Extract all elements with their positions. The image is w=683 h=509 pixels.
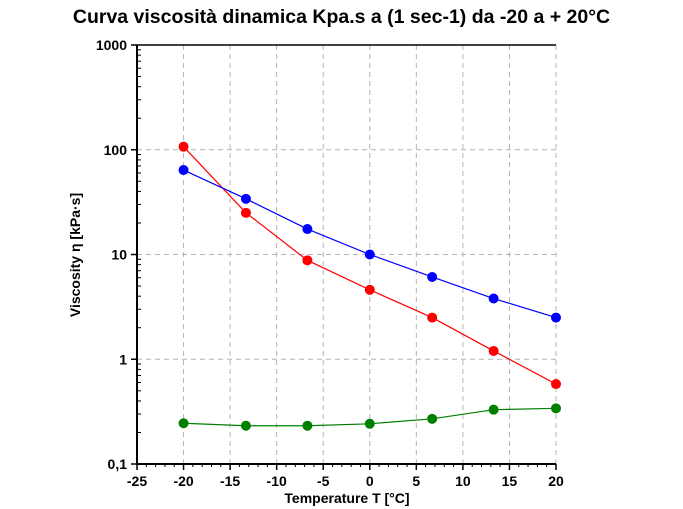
series-0-point (427, 312, 438, 323)
y-tick-label: 0,1 (108, 456, 128, 472)
series-0-point (551, 379, 561, 390)
y-tick-label: 10 (111, 247, 127, 263)
x-tick-label: -20 (173, 473, 193, 489)
series-1-point (240, 193, 251, 204)
x-tick-label: 0 (366, 473, 374, 489)
x-tick-label: 10 (455, 473, 471, 489)
series-1-point (488, 293, 499, 304)
y-tick-label: 100 (104, 142, 128, 158)
series-2-point (488, 404, 499, 415)
x-axis-label: Temperature T [°C] (284, 490, 409, 506)
x-tick-label: -10 (267, 473, 287, 489)
chart-title: Curva viscosità dinamica Kpa.s a (1 sec-… (72, 6, 611, 28)
series-2-point (551, 403, 561, 414)
series-2-point (427, 413, 438, 424)
grid (137, 45, 557, 464)
x-tick-label: -15 (220, 473, 240, 489)
x-tick-label: 15 (502, 473, 518, 489)
series-2-point (178, 418, 189, 429)
series-0-point (302, 255, 313, 266)
y-axis-label: Viscosity η [kPa·s] (67, 193, 83, 317)
x-tick-label: -25 (127, 473, 147, 489)
x-tick-label: 5 (412, 473, 420, 489)
axes: -25 -20 -15 -10 -5 0 5 10 15 20 0,1 1 10 100 1000 (96, 37, 564, 489)
series-0-point (240, 207, 251, 218)
series-2-point (240, 420, 251, 431)
series-2-point (364, 418, 375, 429)
series-0-point (178, 141, 189, 152)
series-1-point (178, 165, 189, 176)
x-tick-label: -5 (317, 473, 330, 489)
series-1-point (302, 224, 313, 235)
series (178, 141, 561, 431)
series-0-point (488, 345, 499, 356)
y-tick-label: 1000 (96, 37, 127, 53)
series-1-point (551, 312, 561, 323)
series-0-point (364, 284, 375, 295)
x-tick-label: 20 (548, 473, 564, 489)
series-1-point (364, 249, 375, 260)
series-1-point (427, 271, 438, 282)
series-2-point (302, 420, 313, 431)
y-tick-label: 1 (119, 351, 127, 367)
